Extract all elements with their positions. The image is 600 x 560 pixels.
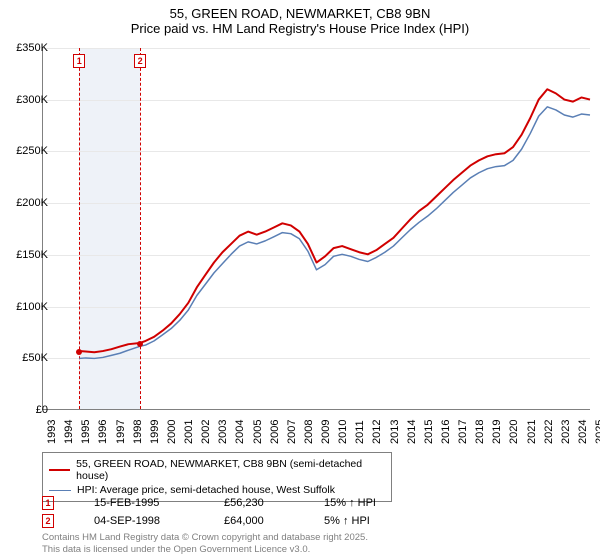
legend-row-price-paid: 55, GREEN ROAD, NEWMARKET, CB8 9BN (semi… [49, 457, 385, 483]
x-tick-label: 2008 [303, 420, 315, 444]
x-tick-label: 2022 [543, 420, 555, 444]
sale-marker-2: 2 [42, 514, 54, 528]
sale-point [137, 341, 143, 347]
x-tick-label: 1997 [115, 420, 127, 444]
legend-swatch-price-paid [49, 469, 70, 471]
chart-title: 55, GREEN ROAD, NEWMARKET, CB8 9BN Price… [0, 0, 600, 36]
x-tick-label: 2007 [286, 420, 298, 444]
x-tick-label: 2012 [371, 420, 383, 444]
x-tick-label: 2019 [491, 420, 503, 444]
sale-delta: 5% ↑ HPI [324, 515, 404, 527]
legend-swatch-hpi [49, 490, 71, 491]
sales-table: 1 15-FEB-1995 £56,230 15% ↑ HPI 2 04-SEP… [42, 494, 404, 530]
legend-label-price-paid: 55, GREEN ROAD, NEWMARKET, CB8 9BN (semi… [76, 458, 385, 482]
x-tick-label: 2002 [200, 420, 212, 444]
title-subtitle: Price paid vs. HM Land Registry's House … [0, 21, 600, 36]
x-tick-label: 1995 [80, 420, 92, 444]
y-tick-label: £50K [4, 352, 48, 364]
marker-box: 1 [73, 54, 85, 68]
x-tick-label: 1994 [63, 420, 75, 444]
copyright-line2: This data is licensed under the Open Gov… [42, 544, 368, 556]
y-tick-label: £300K [4, 94, 48, 106]
x-tick-label: 2006 [269, 420, 281, 444]
sale-delta: 15% ↑ HPI [324, 497, 404, 509]
x-tick-label: 2014 [406, 420, 418, 444]
sale-price: £56,230 [224, 497, 284, 509]
y-tick-label: £250K [4, 145, 48, 157]
chart-container: 55, GREEN ROAD, NEWMARKET, CB8 9BN Price… [0, 0, 600, 560]
x-tick-label: 2005 [252, 420, 264, 444]
x-tick-label: 2010 [337, 420, 349, 444]
x-tick-label: 2021 [526, 420, 538, 444]
x-tick-label: 2016 [440, 420, 452, 444]
marker-box: 2 [134, 54, 146, 68]
x-tick-label: 2000 [166, 420, 178, 444]
sale-point [76, 349, 82, 355]
x-tick-label: 2020 [508, 420, 520, 444]
y-tick-label: £0 [4, 404, 48, 416]
x-tick-label: 2011 [354, 420, 366, 444]
y-tick-label: £200K [4, 197, 48, 209]
x-tick-label: 2003 [217, 420, 229, 444]
x-tick-label: 2017 [457, 420, 469, 444]
copyright-line1: Contains HM Land Registry data © Crown c… [42, 532, 368, 544]
y-tick-label: £350K [4, 42, 48, 54]
sale-date: 15-FEB-1995 [94, 497, 184, 509]
x-tick-label: 1999 [149, 420, 161, 444]
y-tick-label: £150K [4, 249, 48, 261]
x-tick-label: 2004 [234, 420, 246, 444]
series-price_paid [79, 89, 590, 352]
x-tick-label: 2024 [577, 420, 589, 444]
x-tick-label: 2001 [183, 420, 195, 444]
x-tick-label: 2023 [560, 420, 572, 444]
sale-date: 04-SEP-1998 [94, 515, 184, 527]
x-tick-label: 1993 [46, 420, 58, 444]
series-lines [43, 48, 590, 409]
sale-marker-1: 1 [42, 496, 54, 510]
x-tick-label: 2009 [320, 420, 332, 444]
x-tick-label: 2013 [389, 420, 401, 444]
title-address: 55, GREEN ROAD, NEWMARKET, CB8 9BN [0, 6, 600, 21]
sales-row: 2 04-SEP-1998 £64,000 5% ↑ HPI [42, 512, 404, 530]
x-tick-label: 2025 [594, 420, 600, 444]
plot-area: 12 [42, 48, 590, 410]
x-tick-label: 1996 [97, 420, 109, 444]
x-tick-label: 1998 [132, 420, 144, 444]
sale-price: £64,000 [224, 515, 284, 527]
series-hpi [79, 107, 590, 359]
x-tick-label: 2018 [474, 420, 486, 444]
copyright: Contains HM Land Registry data © Crown c… [42, 532, 368, 556]
x-tick-label: 2015 [423, 420, 435, 444]
y-tick-label: £100K [4, 301, 48, 313]
sales-row: 1 15-FEB-1995 £56,230 15% ↑ HPI [42, 494, 404, 512]
